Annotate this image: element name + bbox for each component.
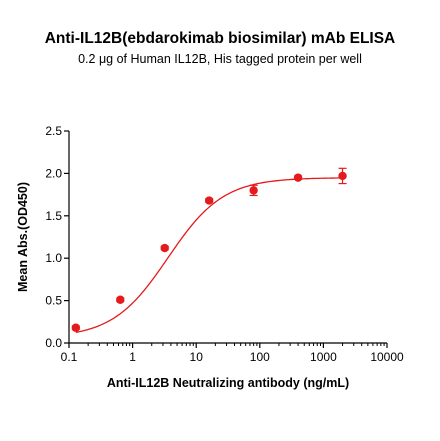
data-point (293, 173, 303, 182)
x-tick-label: 1000 (310, 350, 337, 364)
data-point (160, 243, 169, 253)
x-tick-label: 10 (190, 350, 204, 364)
y-tick-label: 2.5 (45, 124, 62, 138)
chart-title: Anti-IL12B(ebdarokimab biosimilar) mAb E… (44, 30, 396, 47)
data-point (71, 323, 81, 332)
data-point (204, 196, 214, 205)
x-tick-label: 0.1 (61, 350, 78, 364)
x-axis-label: Anti-IL12B Neutralizing antibody (ng/mL) (107, 376, 349, 390)
x-tick-label: 1 (129, 350, 136, 364)
chart-subtitle: 0.2 μg of Human IL12B, His tagged protei… (78, 52, 362, 66)
axes: 0.0 0.5 1.0 1.5 2.0 2.5 0.1 1 10 100 1000 10000 (45, 124, 404, 364)
data-points (71, 167, 347, 332)
y-tick-label: 1.0 (45, 251, 62, 265)
data-point (338, 171, 347, 181)
data-point (249, 186, 258, 195)
x-tick-label: 10000 (370, 350, 404, 364)
y-tick-label: 0.0 (45, 336, 62, 350)
y-tick-label: 2.0 (45, 166, 62, 180)
data-point (116, 295, 125, 304)
y-axis-label: Mean Abs.(OD450) (16, 182, 30, 292)
y-tick-label: 1.5 (45, 209, 62, 223)
y-tick-label: 0.5 (45, 294, 62, 308)
x-tick-label: 100 (250, 350, 270, 364)
